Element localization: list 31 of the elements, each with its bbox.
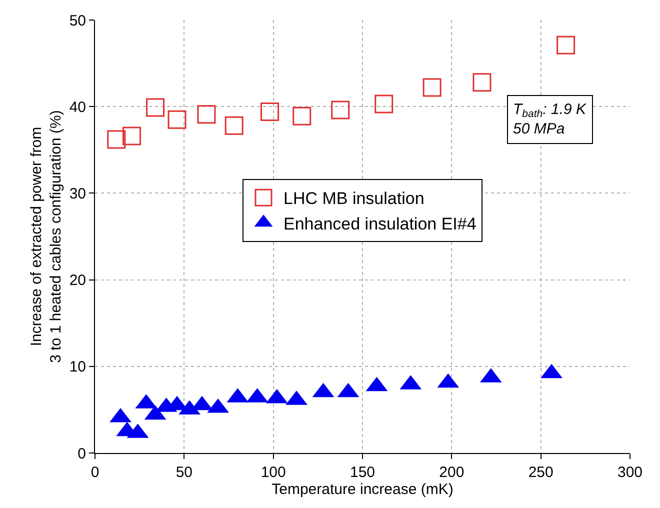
y-tick-label: 0 (78, 445, 86, 462)
point (556, 36, 576, 54)
x-tick-label: 200 (439, 464, 464, 481)
x-tick-label: 50 (176, 464, 193, 481)
y-tick-label: 10 (69, 358, 86, 376)
point (197, 105, 216, 124)
x-tick-label: 300 (617, 464, 643, 481)
y-tick-label: 50 (69, 12, 86, 30)
point (292, 106, 312, 126)
x-tick-label: 0 (90, 464, 100, 481)
point (224, 116, 244, 135)
x-tick-label: 150 (350, 464, 376, 481)
y-tick-label: 30 (69, 185, 86, 202)
x-axis-title: Temperature increase (mK) (272, 481, 454, 498)
x-tick-label: 100 (260, 464, 286, 481)
point (331, 100, 350, 120)
x-tick-label: 250 (528, 464, 554, 481)
point (168, 110, 186, 129)
point (122, 126, 141, 146)
y-axis-title: Increase of extracted power from 3 to 1 heated cables configuration (%) (28, 110, 65, 363)
y-tick-label: 20 (69, 272, 86, 290)
legend-label: LHC MB insulation (284, 189, 424, 208)
point (472, 73, 492, 92)
point (146, 98, 165, 117)
y-tick-label: 40 (69, 98, 86, 116)
point (107, 130, 126, 149)
point (260, 102, 280, 122)
point (422, 78, 442, 97)
legend-label: Enhanced insulation EI#4 (284, 214, 476, 234)
annotation: T$_{bath}$: 1.9 K 50 MPa (513, 101, 587, 138)
point (374, 94, 394, 114)
